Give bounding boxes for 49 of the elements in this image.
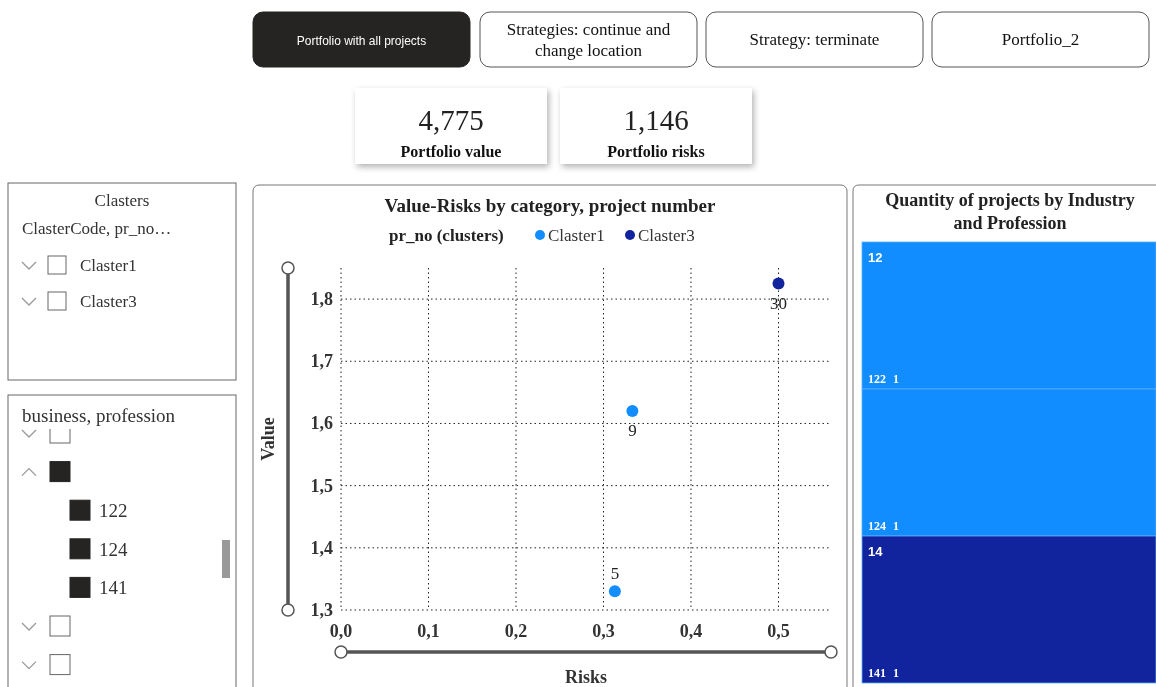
x-tick-label: 0,4: [679, 621, 703, 641]
category-label: Claster1: [80, 256, 137, 275]
data-label: 1: [893, 519, 899, 533]
category-label: 122: [868, 372, 886, 386]
data-label: 1: [893, 372, 899, 386]
x-tick-label: 0,5: [767, 621, 790, 641]
text: business, profession: [22, 405, 176, 426]
point: [608, 585, 621, 598]
legend-label: Claster1: [548, 226, 605, 245]
x-tick-label: 0,0: [329, 621, 353, 641]
x-tick-label: 0,1: [417, 621, 440, 641]
category-label: 141: [99, 577, 128, 599]
x-tick-label: 0,3: [592, 621, 615, 641]
category-label: 124: [99, 538, 128, 560]
annotation: 9: [628, 421, 637, 441]
data-label: 1: [893, 666, 899, 680]
text: Strategy: terminate: [749, 30, 880, 49]
text: Portfolio with all projects: [296, 34, 427, 48]
text: Quantity of projects by Industry and Profession: [885, 190, 1135, 233]
y-tick-label: 1,6: [310, 413, 333, 434]
legend-label: Claster3: [638, 226, 695, 245]
category-label: 122: [99, 500, 128, 522]
text: 12: [868, 250, 883, 265]
text: 1,146: [623, 104, 689, 136]
text: Portfolio_2: [1001, 30, 1080, 49]
text: ClasterCode, pr_no…: [22, 219, 172, 238]
y-tick-label: 1,8: [310, 289, 333, 310]
category-label: Portfolio value: [400, 143, 502, 160]
x-axis-title: Risks: [564, 667, 608, 687]
text: Clasters: [94, 191, 150, 210]
text: Strategies: continue and change location: [506, 19, 671, 60]
category-label: 141: [868, 666, 886, 680]
legend-title: pr_no (clusters): [389, 226, 504, 245]
category-label: 124: [868, 519, 886, 533]
annotation: 30: [770, 293, 787, 313]
y-tick-label: 1,3: [310, 600, 333, 620]
y-tick-label: 1,4: [310, 537, 333, 558]
category-label: Claster3: [80, 292, 137, 311]
point: [772, 277, 785, 290]
text: 14: [868, 544, 884, 559]
text: 4,775: [418, 104, 484, 136]
y-tick-label: 1,5: [310, 475, 333, 496]
y-tick-label: 1,7: [310, 351, 333, 372]
category-label: Portfolio risks: [607, 143, 705, 160]
point: [626, 405, 639, 418]
annotation: 5: [610, 564, 620, 584]
x-tick-label: 0,2: [504, 621, 528, 641]
chart-title: Value-Risks by category, project number: [384, 195, 717, 216]
y-axis-title: Value: [258, 417, 278, 461]
